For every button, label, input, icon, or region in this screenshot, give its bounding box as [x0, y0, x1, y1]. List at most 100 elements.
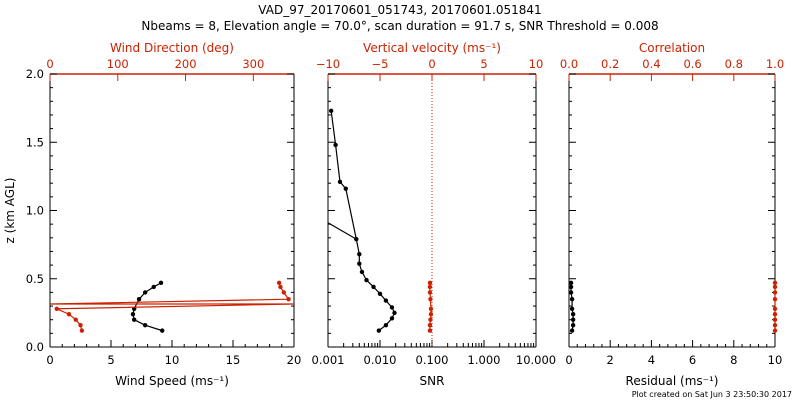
- top-tick-label: 0.4: [642, 57, 660, 71]
- y-tick-label: 1.5: [26, 135, 44, 149]
- top-tick-label: 0.6: [683, 57, 701, 71]
- wind-direction-point: [276, 280, 282, 286]
- top-tick-label: 10: [529, 57, 544, 71]
- top-tick-label: 0.8: [725, 57, 743, 71]
- wind-direction-point: [73, 317, 78, 322]
- vertical-velocity-point: [427, 284, 433, 290]
- snr-point: [383, 298, 389, 303]
- title-line-1: VAD_97_20170601_051743, 20170601.051841: [258, 3, 541, 17]
- correlation-point: [772, 328, 778, 333]
- snr-point: [389, 316, 395, 321]
- snr-point: [371, 284, 376, 290]
- top-tick-label: 5: [480, 57, 487, 71]
- wind-direction-point: [79, 328, 85, 333]
- title-line-2: Nbeams = 8, Elevation angle = 70.0°, sca…: [141, 19, 658, 33]
- wind-direction-point: [281, 290, 287, 295]
- snr-point: [343, 186, 349, 191]
- wind-direction-point: [66, 312, 72, 317]
- x-tick-label: 0.001: [312, 353, 345, 367]
- snr-point: [392, 310, 397, 316]
- vertical-velocity-point: [427, 280, 433, 286]
- plot-created-footer: Plot created on Sat Jun 3 23:50:30 2017: [632, 390, 792, 399]
- panel-residual: 0 2 4 6 8 10 Residual (ms⁻¹) 0.0 0.2 0.4 0.6 0.8 1.0…: [560, 41, 784, 388]
- top-tick-label: −5: [372, 57, 389, 71]
- wind-direction-point: [78, 322, 83, 328]
- wind-speed-point: [130, 312, 136, 317]
- residual-point: [570, 322, 576, 328]
- x-tick-label: 0: [46, 353, 53, 367]
- top-axis-label: Correlation: [639, 41, 705, 55]
- snr-below-threshold-line: [327, 222, 357, 240]
- correlation-point: [772, 312, 778, 317]
- wind-speed-point: [142, 290, 148, 295]
- x-axis-label: SNR: [420, 374, 445, 388]
- x-tick-label: 0.100: [416, 353, 449, 367]
- snr-point: [389, 305, 395, 310]
- x-axis-label: Wind Speed (ms⁻¹): [115, 374, 229, 388]
- top-tick-label: 200: [175, 57, 197, 71]
- vertical-velocity-point: [428, 312, 434, 317]
- snr-line: [330, 110, 396, 332]
- x-tick-label: 10.000: [516, 353, 556, 367]
- residual-point: [570, 312, 576, 317]
- wind-direction-point: [54, 306, 59, 311]
- correlation-point: [772, 306, 778, 311]
- top-axis-label: Vertical velocity (ms⁻¹): [363, 41, 501, 55]
- x-tick-label: 10: [165, 353, 180, 367]
- y-tick-label: 1.0: [26, 204, 44, 218]
- residual-point: [570, 317, 576, 322]
- snr-point: [328, 108, 334, 114]
- residual-point: [568, 284, 574, 290]
- x-tick-label: 4: [648, 353, 655, 367]
- x-tick-label: 20: [287, 353, 302, 367]
- wind-speed-point: [151, 284, 156, 290]
- wind-speed-point: [136, 297, 142, 302]
- vertical-velocity-point: [428, 297, 433, 302]
- snr-point: [383, 322, 389, 328]
- y-axis-label: z (km AGL): [3, 178, 17, 244]
- residual-point: [568, 280, 574, 286]
- x-tick-label: 10: [768, 353, 783, 367]
- residual-point: [569, 328, 575, 333]
- vertical-velocity-point: [427, 328, 433, 333]
- top-tick-label: 1.0: [766, 57, 784, 71]
- wind-direction-point: [286, 297, 291, 302]
- snr-point: [333, 142, 338, 148]
- wind-speed-point: [160, 328, 165, 333]
- residual-point: [569, 306, 575, 311]
- snr-point: [377, 291, 383, 296]
- x-tick-label: 0: [565, 353, 572, 367]
- panel-snr: 0.001 0.010 0.100 1.000 10.000 SNR −10 −5 0 5 10 Ve…: [312, 41, 557, 388]
- x-axis-label: Residual (ms⁻¹): [626, 374, 719, 388]
- top-tick-label: 100: [107, 57, 129, 71]
- snr-point: [359, 269, 365, 275]
- panel-wind: 0 5 10 15 20 Wind Speed (ms⁻¹) 0 100 200 300 Wind …: [3, 41, 301, 388]
- top-axis-label: Wind Direction (deg): [110, 41, 234, 55]
- vertical-velocity-point: [427, 322, 433, 328]
- snr-point: [376, 328, 382, 333]
- residual-point: [569, 297, 575, 302]
- x-tick-label: 0.010: [364, 353, 397, 367]
- x-tick-label: 1.000: [468, 353, 501, 367]
- vertical-velocity-point: [428, 306, 434, 311]
- x-tick-label: 15: [226, 353, 241, 367]
- snr-point: [337, 179, 343, 185]
- top-tick-label: 300: [242, 57, 264, 71]
- residual-point: [568, 290, 574, 295]
- top-tick-label: 0.0: [560, 57, 578, 71]
- vertical-velocity-point: [428, 317, 433, 322]
- x-tick-label: 6: [689, 353, 696, 367]
- correlation-point: [772, 280, 778, 286]
- correlation-point: [772, 317, 778, 322]
- top-tick-label: 0: [428, 57, 435, 71]
- x-tick-label: 2: [607, 353, 614, 367]
- snr-point: [357, 261, 362, 266]
- top-tick-label: 0: [46, 57, 53, 71]
- vertical-velocity-point: [427, 290, 433, 295]
- correlation-point: [772, 284, 778, 290]
- snr-point: [357, 251, 362, 257]
- wind-speed-point: [131, 317, 137, 322]
- correlation-point: [772, 322, 778, 328]
